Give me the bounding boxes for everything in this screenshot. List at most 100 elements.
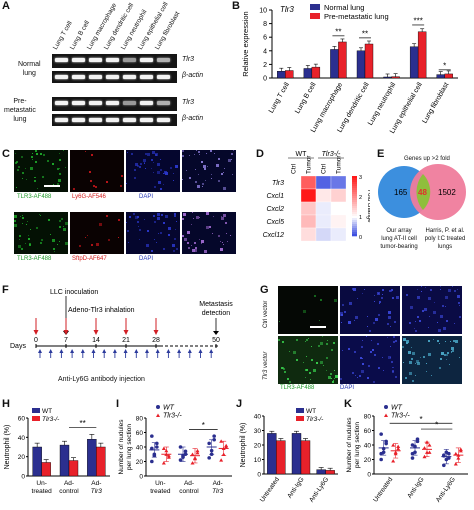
stain-speck	[157, 163, 160, 166]
colorbar-step	[352, 228, 357, 231]
stain-speck	[63, 228, 66, 231]
stain-speck	[59, 220, 61, 222]
stain-speck	[439, 367, 441, 369]
stain-speck	[196, 150, 197, 151]
colorbar-step	[352, 178, 357, 181]
day-label: 50	[212, 337, 220, 344]
blue-arrow-head	[166, 349, 171, 353]
y-tick-label: 20	[364, 457, 372, 464]
stain-speck	[364, 289, 365, 290]
stain-speck	[187, 242, 189, 244]
data-point	[150, 459, 154, 464]
stain-speck	[135, 163, 138, 166]
gel-band	[55, 118, 68, 122]
stain-speck	[63, 150, 64, 151]
stain-speck	[389, 290, 391, 292]
stain-speck	[192, 212, 193, 213]
panel-label-d: D	[256, 148, 264, 160]
stain-speck	[174, 213, 176, 215]
stain-speck	[32, 153, 33, 154]
gel-band	[106, 75, 119, 79]
stain-speck	[331, 378, 332, 379]
legend-swatch	[296, 408, 304, 413]
heatmap-cell	[315, 188, 332, 203]
stain-speck	[457, 289, 458, 290]
y-tick-label: 2	[263, 62, 267, 69]
stain-speck	[232, 174, 233, 175]
venn-left-caption-3: tumor-bearing	[380, 244, 418, 250]
stain-speck	[355, 316, 358, 319]
stain-speck	[415, 321, 416, 322]
stain-speck	[32, 159, 33, 160]
stain-speck	[393, 341, 395, 343]
stain-speck	[196, 216, 199, 219]
gel-band	[123, 58, 136, 62]
gel-band	[157, 101, 170, 105]
stain-speck	[21, 156, 23, 158]
stain-speck	[173, 173, 174, 174]
stain-speck	[182, 179, 183, 180]
day-label: 21	[122, 337, 130, 344]
data-point	[166, 453, 171, 458]
stain-speck	[29, 244, 31, 246]
x-tick-label: control	[179, 488, 199, 495]
data-point	[384, 439, 388, 444]
stain-speck	[14, 215, 17, 218]
stain-speck	[326, 343, 328, 345]
stain-speck	[438, 329, 441, 332]
stain-speck	[218, 235, 220, 237]
stain-speck	[65, 242, 68, 245]
bar	[276, 440, 286, 475]
stain-speck	[425, 287, 426, 288]
stain-speck	[21, 248, 23, 250]
venn-right-caption-2: poly I:C treated	[424, 236, 466, 242]
stain-speck	[22, 215, 23, 216]
micrograph-tile	[182, 150, 236, 192]
y-axis-label: Neutrophil (%)	[240, 423, 247, 468]
stain-speck	[320, 361, 323, 364]
stain-speck	[450, 341, 451, 342]
stain-speck	[361, 346, 363, 348]
stain-speck	[310, 379, 311, 380]
stain-speck	[279, 321, 280, 322]
stain-speck	[349, 302, 352, 305]
stain-speck	[25, 168, 26, 169]
stain-speck	[204, 168, 206, 170]
stain-speck	[378, 293, 379, 294]
stain-speck	[388, 311, 391, 314]
bar	[96, 446, 106, 477]
stain-speck	[449, 364, 450, 365]
stain-speck	[50, 234, 51, 235]
blue-arrow-head	[209, 349, 214, 353]
gel-band	[140, 75, 153, 79]
stain-speck	[382, 289, 384, 291]
stain-speck	[367, 316, 368, 317]
stain-speck	[287, 378, 289, 380]
x-tick-label: Ad-	[184, 480, 194, 487]
stain-speck	[16, 187, 17, 188]
stain-speck	[53, 184, 54, 185]
stain-speck	[440, 289, 441, 290]
colorbar-step	[352, 218, 357, 221]
stain-speck	[91, 244, 93, 246]
stain-speck	[322, 336, 323, 337]
stain-speck	[157, 213, 160, 216]
stain-speck	[207, 166, 208, 167]
stain-speck	[422, 310, 424, 312]
stain-speck	[362, 358, 363, 359]
stain-speck	[387, 323, 389, 325]
stain-speck	[139, 229, 141, 231]
stain-speck	[391, 291, 392, 292]
legend-label: Tlr3-/-	[306, 416, 324, 423]
stain-speck	[99, 223, 102, 226]
stain-speck	[18, 166, 20, 168]
stain-speck	[176, 221, 177, 222]
stain-speck	[22, 223, 23, 224]
stain-speck	[326, 370, 327, 371]
micrograph-tile	[126, 212, 180, 254]
stain-speck	[137, 165, 139, 167]
stain-speck	[59, 168, 60, 169]
stain-speck	[59, 153, 60, 154]
stain-speck	[197, 185, 200, 188]
colorbar-step	[352, 206, 357, 209]
